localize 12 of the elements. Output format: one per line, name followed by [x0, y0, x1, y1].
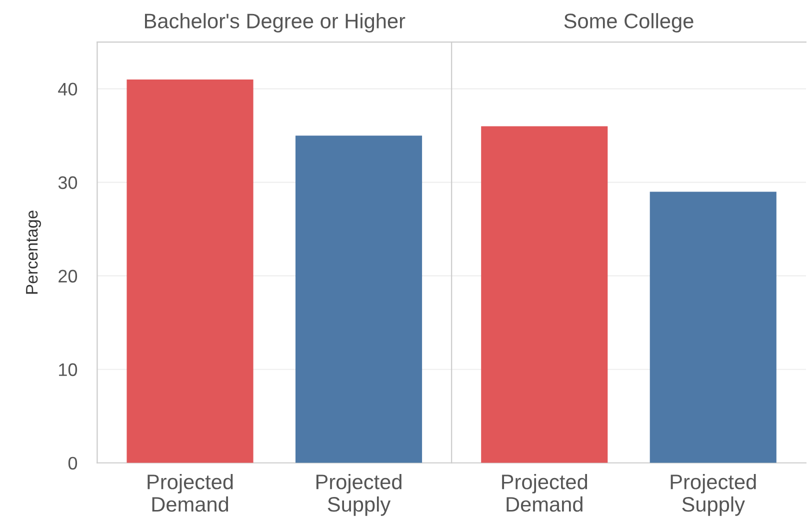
y-tick-label: 40: [58, 82, 78, 96]
y-tick-label: 10: [59, 363, 78, 376]
y-tick-label: 30: [58, 176, 78, 190]
x-tick-label: Projected Demand: [502, 474, 588, 512]
x-tick-label: Projected Demand: [148, 474, 233, 512]
y-axis-title: Percentage: [26, 210, 42, 294]
x-tick-label: Projected Supply: [316, 474, 402, 516]
chart-title: Bachelor's Degree or Higher: [145, 13, 406, 33]
chart-title: Some College: [564, 13, 694, 33]
x-tick-label: Projected Supply: [670, 474, 756, 516]
y-tick-label: 0: [68, 456, 78, 470]
y-tick-label: 20: [58, 270, 78, 283]
